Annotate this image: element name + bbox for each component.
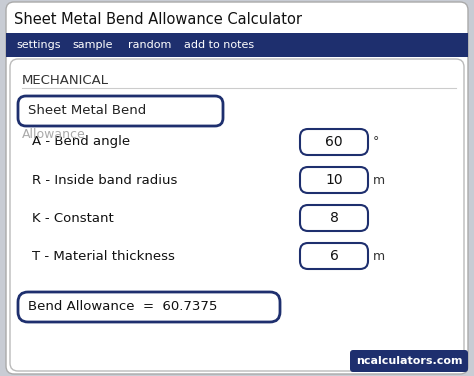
Text: m: m: [373, 250, 385, 262]
Text: Sheet Metal Bend Allowance Calculator: Sheet Metal Bend Allowance Calculator: [14, 12, 302, 27]
FancyBboxPatch shape: [10, 59, 464, 371]
Text: random: random: [128, 40, 172, 50]
Text: 10: 10: [325, 173, 343, 187]
FancyBboxPatch shape: [18, 292, 280, 322]
Text: Allowance: Allowance: [22, 129, 86, 141]
Text: 6: 6: [329, 249, 338, 263]
FancyBboxPatch shape: [350, 350, 468, 372]
FancyBboxPatch shape: [300, 129, 368, 155]
Text: settings: settings: [16, 40, 61, 50]
Text: K - Constant: K - Constant: [32, 211, 114, 224]
FancyBboxPatch shape: [6, 2, 468, 374]
Text: R - Inside band radius: R - Inside band radius: [32, 173, 177, 186]
FancyBboxPatch shape: [300, 167, 368, 193]
Text: 60: 60: [325, 135, 343, 149]
Bar: [6, 33, 468, 57]
Text: Sheet Metal Bend: Sheet Metal Bend: [28, 105, 146, 117]
Text: 8: 8: [329, 211, 338, 225]
FancyBboxPatch shape: [18, 96, 223, 126]
Text: °: °: [373, 135, 379, 149]
FancyBboxPatch shape: [300, 205, 368, 231]
Text: sample: sample: [72, 40, 112, 50]
Text: m: m: [373, 173, 385, 186]
Text: A - Bend angle: A - Bend angle: [32, 135, 130, 149]
Text: add to notes: add to notes: [184, 40, 254, 50]
Text: ncalculators.com: ncalculators.com: [356, 356, 462, 366]
Text: T - Material thickness: T - Material thickness: [32, 250, 175, 262]
FancyBboxPatch shape: [300, 243, 368, 269]
Text: Bend Allowance  =  60.7375: Bend Allowance = 60.7375: [28, 300, 218, 314]
Text: MECHANICAL: MECHANICAL: [22, 73, 109, 86]
